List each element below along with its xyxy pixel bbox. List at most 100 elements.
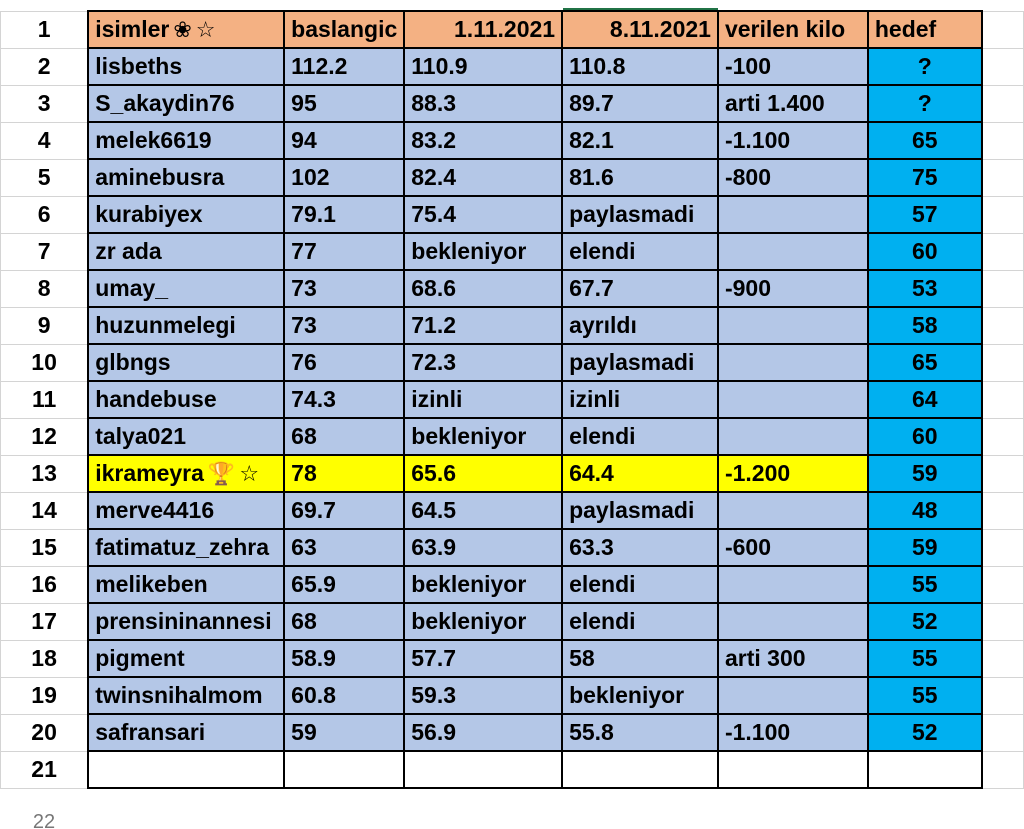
start-cell[interactable]: 68 xyxy=(283,602,406,641)
lost-cell[interactable]: -1.100 xyxy=(716,713,869,752)
goal-cell[interactable]: 48 xyxy=(866,491,983,530)
row-number[interactable]: 10 xyxy=(0,343,89,382)
date1-cell[interactable]: bekleniyor xyxy=(403,565,564,604)
goal-cell[interactable]: 59 xyxy=(866,528,983,567)
name-cell[interactable]: aminebusra xyxy=(87,158,286,197)
date2-cell[interactable]: 67.7 xyxy=(561,269,719,308)
start-cell[interactable]: 74.3 xyxy=(283,380,406,419)
start-cell[interactable]: 78 xyxy=(283,454,406,493)
empty-cell[interactable] xyxy=(981,602,1024,641)
row-number-22[interactable]: 22 xyxy=(32,811,56,829)
row-number[interactable]: 11 xyxy=(0,380,89,419)
row-number[interactable]: 20 xyxy=(0,713,89,752)
start-cell[interactable]: 94 xyxy=(283,121,406,160)
name-cell[interactable]: fatimatuz_zehra xyxy=(87,528,286,567)
empty-cell[interactable] xyxy=(981,639,1024,678)
name-cell[interactable]: kurabiyex xyxy=(87,195,286,234)
row-number[interactable]: 1 xyxy=(0,10,89,49)
row-number[interactable]: 15 xyxy=(0,528,89,567)
date2-cell[interactable]: elendi xyxy=(561,417,719,456)
date1-cell[interactable]: 75.4 xyxy=(403,195,564,234)
empty-cell[interactable] xyxy=(561,750,719,789)
row-number[interactable]: 21 xyxy=(0,750,89,789)
row-number[interactable]: 9 xyxy=(0,306,89,345)
lost-cell[interactable]: -900 xyxy=(716,269,869,308)
goal-cell[interactable]: 58 xyxy=(866,306,983,345)
header-names[interactable]: isimler ❀ ☆ xyxy=(87,10,286,49)
empty-cell[interactable] xyxy=(981,528,1024,567)
name-cell[interactable]: ikrameyra 🏆 ☆ xyxy=(87,454,286,493)
name-cell[interactable]: glbngs xyxy=(87,343,286,382)
goal-cell[interactable]: 57 xyxy=(866,195,983,234)
date1-cell[interactable]: izinli xyxy=(403,380,564,419)
empty-cell[interactable] xyxy=(981,713,1024,752)
name-cell[interactable]: melikeben xyxy=(87,565,286,604)
start-cell[interactable]: 60.8 xyxy=(283,676,406,715)
lost-cell[interactable]: -1.100 xyxy=(716,121,869,160)
header-start[interactable]: baslangic xyxy=(283,10,406,49)
date1-cell[interactable]: 110.9 xyxy=(403,47,564,86)
date2-cell[interactable]: elendi xyxy=(561,565,719,604)
goal-cell[interactable]: 60 xyxy=(866,232,983,271)
goal-cell[interactable]: 55 xyxy=(866,565,983,604)
empty-cell[interactable] xyxy=(283,750,406,789)
header-goal[interactable]: hedef xyxy=(866,10,983,49)
row-number[interactable]: 16 xyxy=(0,565,89,604)
name-cell[interactable]: prensininannesi xyxy=(87,602,286,641)
name-cell[interactable]: safransari xyxy=(87,713,286,752)
date1-cell[interactable]: 57.7 xyxy=(403,639,564,678)
date2-cell[interactable]: ayrıldı xyxy=(561,306,719,345)
start-cell[interactable]: 112.2 xyxy=(283,47,406,86)
header-lost[interactable]: verilen kilo xyxy=(716,10,869,49)
name-cell[interactable]: talya021 xyxy=(87,417,286,456)
date2-cell[interactable]: elendi xyxy=(561,232,719,271)
name-cell[interactable]: zr ada xyxy=(87,232,286,271)
goal-cell[interactable]: 75 xyxy=(866,158,983,197)
lost-cell[interactable] xyxy=(716,602,869,641)
goal-cell[interactable]: 55 xyxy=(866,676,983,715)
lost-cell[interactable] xyxy=(716,676,869,715)
start-cell[interactable]: 58.9 xyxy=(283,639,406,678)
goal-cell[interactable]: ? xyxy=(866,84,983,123)
empty-cell[interactable] xyxy=(716,750,869,789)
row-number[interactable]: 2 xyxy=(0,47,89,86)
name-cell[interactable]: lisbeths xyxy=(87,47,286,86)
lost-cell[interactable]: -600 xyxy=(716,528,869,567)
empty-cell[interactable] xyxy=(981,565,1024,604)
goal-cell[interactable]: 55 xyxy=(866,639,983,678)
date1-cell[interactable]: 88.3 xyxy=(403,84,564,123)
start-cell[interactable]: 77 xyxy=(283,232,406,271)
empty-cell[interactable] xyxy=(981,195,1024,234)
lost-cell[interactable] xyxy=(716,491,869,530)
date2-cell[interactable]: elendi xyxy=(561,602,719,641)
name-cell[interactable]: handebuse xyxy=(87,380,286,419)
row-number[interactable]: 13 xyxy=(0,454,89,493)
date2-cell[interactable]: paylasmadi xyxy=(561,491,719,530)
row-number[interactable]: 3 xyxy=(0,84,89,123)
date1-cell[interactable]: 65.6 xyxy=(403,454,564,493)
date2-cell[interactable]: bekleniyor xyxy=(561,676,719,715)
lost-cell[interactable]: arti 1.400 xyxy=(716,84,869,123)
date2-cell[interactable]: 82.1 xyxy=(561,121,719,160)
empty-cell[interactable] xyxy=(981,676,1024,715)
row-number[interactable]: 12 xyxy=(0,417,89,456)
empty-cell[interactable] xyxy=(87,750,286,789)
row-number[interactable]: 5 xyxy=(0,158,89,197)
start-cell[interactable]: 102 xyxy=(283,158,406,197)
goal-cell[interactable]: ? xyxy=(866,47,983,86)
date2-cell[interactable]: 81.6 xyxy=(561,158,719,197)
header-date2[interactable]: 8.11.2021 xyxy=(561,10,719,49)
lost-cell[interactable] xyxy=(716,195,869,234)
goal-cell[interactable]: 65 xyxy=(866,121,983,160)
date2-cell[interactable]: paylasmadi xyxy=(561,343,719,382)
row-number[interactable]: 4 xyxy=(0,121,89,160)
row-number[interactable]: 6 xyxy=(0,195,89,234)
date1-cell[interactable]: 63.9 xyxy=(403,528,564,567)
date2-cell[interactable]: 55.8 xyxy=(561,713,719,752)
goal-cell[interactable]: 64 xyxy=(866,380,983,419)
row-number[interactable]: 18 xyxy=(0,639,89,678)
date2-cell[interactable]: 89.7 xyxy=(561,84,719,123)
goal-cell[interactable]: 52 xyxy=(866,602,983,641)
date1-cell[interactable]: 56.9 xyxy=(403,713,564,752)
date1-cell[interactable]: 64.5 xyxy=(403,491,564,530)
